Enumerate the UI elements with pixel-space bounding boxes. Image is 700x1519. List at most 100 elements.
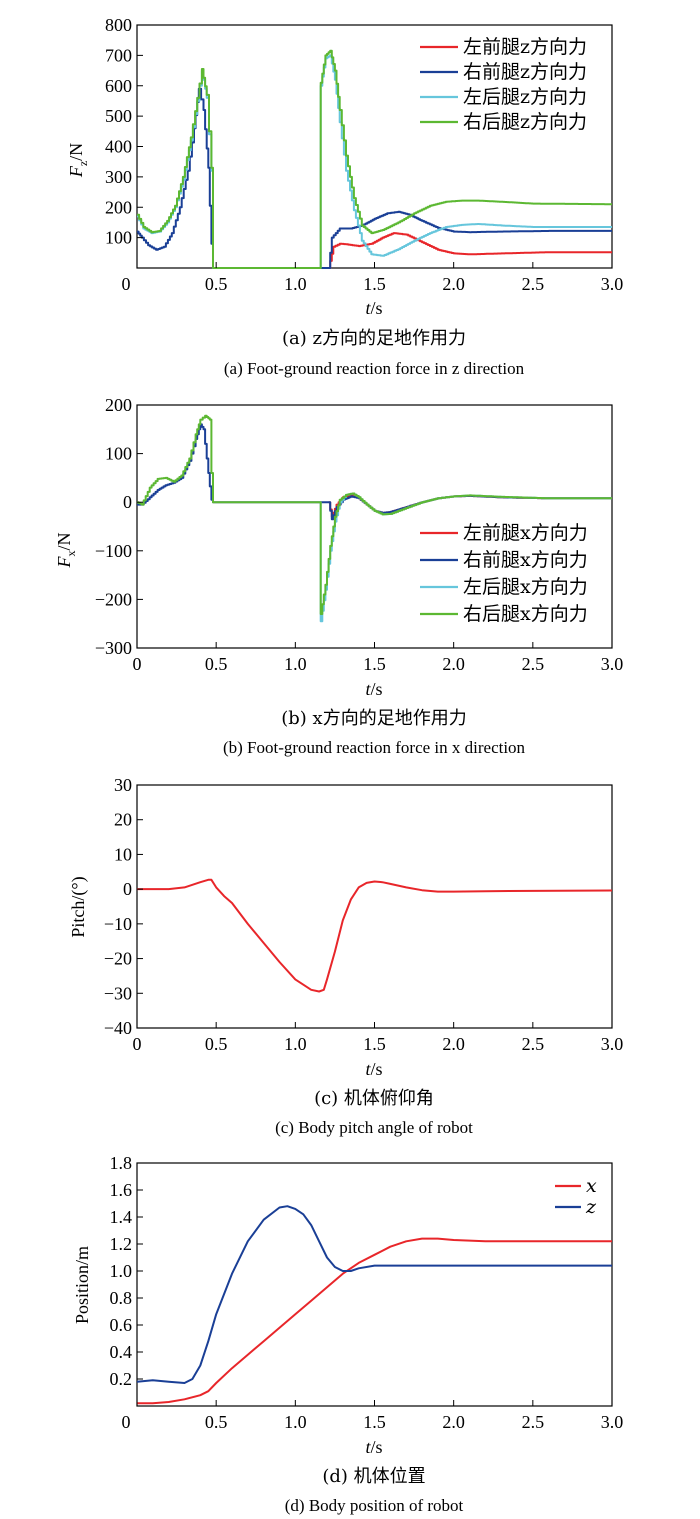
y-tick-label-c: 30	[114, 775, 132, 795]
series-group-c	[137, 878, 613, 993]
y-tick-label-b: −200	[95, 589, 132, 609]
y-tick-label-d: 0.8	[110, 1288, 133, 1308]
legend-label-b-3: 左后腿x方向力	[463, 576, 588, 598]
y-axis-label-d: Position/m	[72, 1246, 92, 1324]
x-axis-label-b: t/s	[365, 679, 382, 699]
series-group-d	[136, 1205, 612, 1405]
x-ticks-b: 0 0.5 1.0 1.5 2.0 2.5 3.0	[133, 642, 624, 674]
x-tick-label-c: 0	[133, 1034, 142, 1054]
x-tick-label-b: 2.0	[442, 654, 465, 674]
series-line-c-1	[137, 878, 613, 993]
y-tick-label-b: 200	[105, 395, 132, 415]
x-tick-label-b: 3.0	[601, 654, 624, 674]
x-tick-label-a: 0.5	[205, 274, 228, 294]
y-tick-label-b: 0	[123, 492, 132, 512]
plot-frame-c	[136, 784, 613, 1029]
x-tick-label-c: 2.0	[442, 1034, 465, 1054]
x-tick-label-d: 1.5	[363, 1412, 386, 1432]
legend-label-d-2: z	[585, 1196, 597, 1218]
y-tick-label-a: 600	[105, 76, 132, 96]
x-tick-label-d: 0.5	[205, 1412, 228, 1432]
x-tick-label-d: 2.0	[442, 1412, 465, 1432]
y-tick-label-a: 100	[105, 228, 132, 248]
x-tick-label-b: 0	[133, 654, 142, 674]
caption-cn-d: (d) 机体位置	[322, 1466, 425, 1487]
y-tick-label-c: −30	[104, 983, 132, 1003]
y-tick-label-d: 1.6	[110, 1180, 133, 1200]
x-ticks-d: 0 0.5 1.0 1.5 2.0 2.5 3.0	[122, 1400, 624, 1432]
x-tick-label-a: 1.0	[284, 274, 307, 294]
x-tick-label-b: 0.5	[205, 654, 228, 674]
caption-en-c: (c) Body pitch angle of robot	[275, 1118, 473, 1137]
x-tick-label-c: 0.5	[205, 1034, 228, 1054]
y-axis-label-a: Fz/N	[66, 143, 90, 178]
x-tick-label-b: 2.5	[522, 654, 545, 674]
legend-label-a-3: 左后腿z方向力	[463, 86, 587, 108]
series-line-a-4	[137, 49, 612, 269]
series-line-a-1	[328, 232, 612, 269]
y-tick-label-b: 100	[105, 444, 132, 464]
x-axis-label-a: t/s	[365, 298, 382, 318]
series-line-a-3	[137, 54, 612, 269]
series-group-b	[137, 414, 612, 623]
y-axis-label-b: Fx/N	[54, 532, 78, 568]
y-tick-label-a: 400	[105, 137, 132, 157]
y-tick-label-c: −20	[104, 949, 132, 969]
x-tick-label-c: 2.5	[522, 1034, 545, 1054]
caption-en-b: (b) Foot-ground reaction force in x dire…	[223, 738, 526, 757]
y-tick-label-d: 1.0	[110, 1261, 133, 1281]
series-line-b-2	[137, 423, 612, 521]
y-tick-label-b: −100	[95, 541, 132, 561]
caption-cn-b: (b) x方向的足地作用力	[281, 708, 466, 729]
series-line-b-4	[137, 414, 612, 615]
y-tick-label-d: 1.8	[110, 1153, 133, 1173]
x-axis-label-d: t/s	[365, 1437, 382, 1457]
x-tick-label-b: 1.5	[363, 654, 386, 674]
caption-en-a: (a) Foot-ground reaction force in z dire…	[224, 359, 525, 378]
x-tick-label-a: 2.0	[442, 274, 465, 294]
y-tick-label-d: 0.6	[110, 1315, 133, 1335]
caption-en-d: (d) Body position of robot	[285, 1496, 464, 1515]
legend-label-d-1: x	[586, 1175, 597, 1197]
y-tick-label-d: 0.4	[110, 1342, 133, 1362]
y-tick-label-a: 200	[105, 197, 132, 217]
x-tick-label-a: 0	[122, 274, 131, 294]
legend-label-a-4: 右后腿z方向力	[463, 111, 587, 133]
x-ticks-c: 0 0.5 1.0 1.5 2.0 2.5 3.0	[133, 1022, 624, 1054]
x-tick-label-c: 1.0	[284, 1034, 307, 1054]
y-axis-label-c: Pitch/(°)	[68, 876, 89, 937]
legend-label-a-1: 左前腿z方向力	[463, 36, 587, 58]
legend-label-b-4: 右后腿x方向力	[463, 603, 588, 625]
legend-label-b-1: 左前腿x方向力	[463, 522, 588, 544]
y-ticks-a: 100 200 300 400 500 600 700 800	[105, 15, 143, 248]
x-ticks-a: 0 0.5 1.0 1.5 2.0 2.5 3.0	[122, 262, 624, 294]
y-tick-label-b: −300	[95, 638, 132, 658]
x-tick-label-d: 0	[122, 1412, 131, 1432]
y-tick-label-a: 700	[105, 45, 132, 65]
x-tick-label-d: 2.5	[522, 1412, 545, 1432]
caption-cn-a: (a) z方向的足地作用力	[282, 328, 466, 349]
y-tick-label-d: 1.2	[110, 1234, 133, 1254]
x-tick-label-d: 3.0	[601, 1412, 624, 1432]
y-tick-label-d: 0.2	[110, 1369, 133, 1389]
x-tick-label-c: 3.0	[601, 1034, 624, 1054]
y-tick-label-c: 0	[123, 879, 132, 899]
x-tick-label-a: 3.0	[601, 274, 624, 294]
y-tick-label-d: 1.4	[110, 1207, 133, 1227]
legend-label-a-2: 右前腿z方向力	[463, 61, 587, 83]
series-group-a	[137, 49, 612, 269]
y-tick-label-c: 20	[114, 810, 132, 830]
legend-d: xz	[555, 1175, 597, 1218]
x-tick-label-c: 1.5	[363, 1034, 386, 1054]
plot-frame-d	[136, 1162, 613, 1407]
series-line-d-1	[137, 1237, 612, 1405]
series-line-d-2	[136, 1205, 612, 1384]
caption-cn-c: (c) 机体俯仰角	[314, 1088, 434, 1109]
y-ticks-c: −40 −30 −20 −10 0 10 20 30	[104, 775, 143, 1038]
panel-a-fz: 100 200 300 400 500 600 700 800 0 0.5 1.0 1.5 2.0 2.…	[66, 15, 623, 378]
y-tick-label-a: 500	[105, 106, 132, 126]
